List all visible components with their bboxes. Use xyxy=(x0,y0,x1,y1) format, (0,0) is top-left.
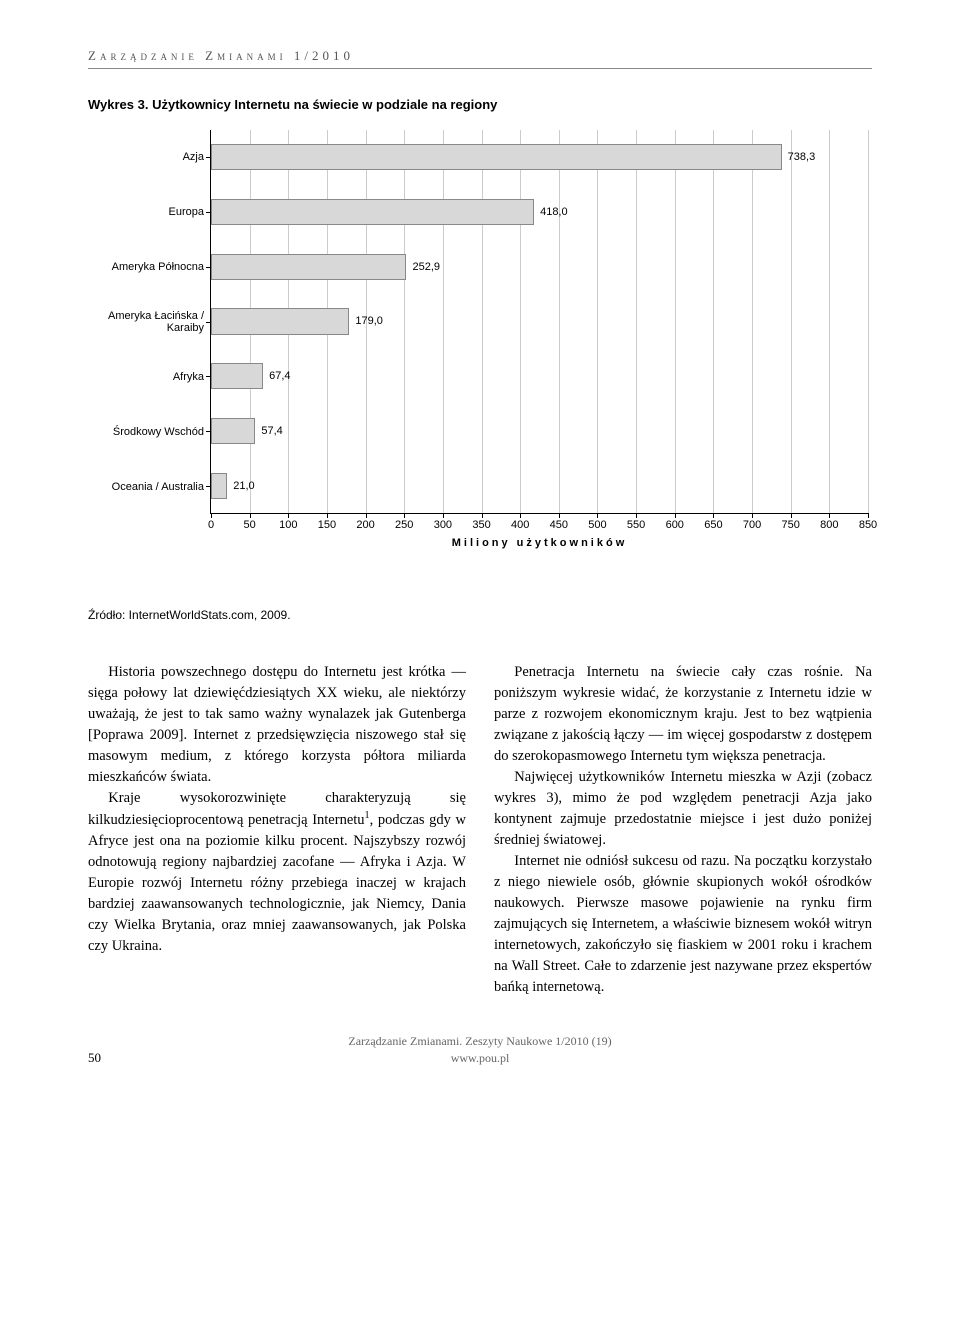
y-category-label: Ameryka Północna xyxy=(112,261,204,273)
x-tick-label: 500 xyxy=(588,519,606,531)
x-tick-label: 750 xyxy=(782,519,800,531)
paragraph: Najwięcej użytkowników Internetu mieszka… xyxy=(494,767,872,851)
x-tick-label: 450 xyxy=(550,519,568,531)
paragraph: Internet nie odniósł sukcesu od razu. Na… xyxy=(494,851,872,998)
paragraph: Kraje wysokorozwinięte charakteryzują si… xyxy=(88,788,466,957)
y-category-label: Oceania / Australia xyxy=(112,481,204,493)
x-axis-title: Miliony użytkowników xyxy=(452,537,628,549)
y-category-label: Europa xyxy=(169,206,204,218)
page-footer: 50 Zarządzanie Zmianami. Zeszyty Naukowe… xyxy=(88,1034,872,1066)
x-tick-label: 600 xyxy=(666,519,684,531)
x-tick-label: 400 xyxy=(511,519,529,531)
x-tick-label: 800 xyxy=(820,519,838,531)
bar-chart: Azja Europa Ameryka Północna Ameryka Łacińs… xyxy=(92,130,868,560)
x-tick-label: 100 xyxy=(279,519,297,531)
x-tick-label: 850 xyxy=(859,519,877,531)
paragraph: Historia powszechnego dostępu do Interne… xyxy=(88,662,466,788)
bar xyxy=(211,254,406,280)
x-tick-label: 700 xyxy=(743,519,761,531)
y-category-label: Środkowy Wschód xyxy=(113,426,204,438)
chart-source: Źródło: InternetWorldStats.com, 2009. xyxy=(88,608,872,622)
x-tick-label: 0 xyxy=(208,519,214,531)
x-tick-label: 550 xyxy=(627,519,645,531)
bar-value-label: 21,0 xyxy=(233,480,254,492)
x-tick-label: 350 xyxy=(472,519,490,531)
page-number: 50 xyxy=(88,1050,101,1066)
body-text: Historia powszechnego dostępu do Interne… xyxy=(88,662,872,998)
bar xyxy=(211,418,255,444)
bar-value-label: 179,0 xyxy=(355,315,383,327)
bar-value-label: 57,4 xyxy=(261,425,282,437)
x-tick-label: 150 xyxy=(318,519,336,531)
bar xyxy=(211,199,534,225)
bar xyxy=(211,308,349,334)
paragraph: Penetracja Internetu na świecie cały cza… xyxy=(494,662,872,767)
y-category-label: Azja xyxy=(183,151,204,163)
bar xyxy=(211,144,782,170)
x-tick-label: 200 xyxy=(356,519,374,531)
bar xyxy=(211,473,227,499)
x-tick-label: 250 xyxy=(395,519,413,531)
footer-url: www.pou.pl xyxy=(88,1051,872,1066)
figure-caption: Wykres 3. Użytkownicy Internetu na świec… xyxy=(88,97,872,112)
bar-value-label: 67,4 xyxy=(269,370,290,382)
y-category-label: Afryka xyxy=(173,371,204,383)
x-tick-label: 300 xyxy=(434,519,452,531)
x-tick-label: 650 xyxy=(704,519,722,531)
bar-value-label: 738,3 xyxy=(788,151,816,163)
running-head: Zarządzanie Zmianami 1/2010 xyxy=(88,48,872,69)
y-category-label: Ameryka Łacińska /Karaiby xyxy=(108,310,204,334)
footer-journal: Zarządzanie Zmianami. Zeszyty Naukowe 1/… xyxy=(88,1034,872,1049)
x-tick-label: 50 xyxy=(244,519,256,531)
bar xyxy=(211,363,263,389)
bar-value-label: 252,9 xyxy=(412,261,440,273)
bar-value-label: 418,0 xyxy=(540,206,568,218)
